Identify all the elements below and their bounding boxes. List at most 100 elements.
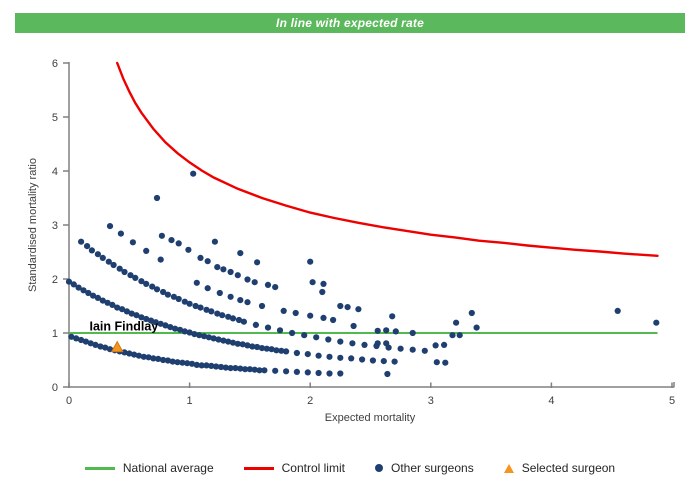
surgeon-dot[interactable] [197, 254, 204, 261]
surgeon-dot[interactable] [219, 312, 226, 319]
surgeon-dot[interactable] [114, 304, 121, 311]
surgeon-dot[interactable] [99, 297, 106, 304]
surgeon-dot[interactable] [169, 358, 176, 365]
surgeon-dot[interactable] [315, 352, 322, 359]
surgeon-dot[interactable] [197, 304, 204, 311]
surgeon-dot[interactable] [320, 314, 327, 321]
surgeon-dot[interactable] [614, 307, 621, 314]
surgeon-dot[interactable] [208, 362, 215, 369]
surgeon-dot[interactable] [337, 338, 344, 345]
surgeon-dot[interactable] [283, 368, 290, 375]
surgeon-dot[interactable] [168, 237, 175, 244]
surgeon-dot[interactable] [355, 306, 362, 313]
surgeon-dot[interactable] [229, 315, 237, 322]
surgeon-dot[interactable] [251, 366, 258, 373]
surgeon-dot[interactable] [181, 298, 188, 305]
surgeon-dot[interactable] [276, 327, 284, 334]
surgeon-dot[interactable] [309, 279, 316, 286]
surgeon-dot[interactable] [150, 355, 157, 362]
surgeon-dot[interactable] [179, 359, 186, 366]
surgeon-dot[interactable] [155, 355, 162, 362]
surgeon-dot[interactable] [70, 281, 77, 288]
surgeon-dot[interactable] [109, 301, 116, 308]
surgeon-dot[interactable] [94, 294, 101, 301]
surgeon-dot[interactable] [473, 324, 480, 331]
surgeon-dot[interactable] [99, 254, 106, 261]
surgeon-dot[interactable] [153, 286, 161, 293]
surgeon-dot[interactable] [152, 319, 159, 326]
surgeon-dot[interactable] [164, 357, 171, 364]
surgeon-dot[interactable] [289, 329, 296, 337]
surgeon-dot[interactable] [273, 347, 280, 354]
surgeon-dot[interactable] [128, 310, 135, 317]
surgeon-dot[interactable] [409, 346, 416, 353]
surgeon-dot[interactable] [85, 289, 92, 297]
surgeon-dot[interactable] [188, 360, 196, 367]
surgeon-dot[interactable] [313, 334, 320, 341]
surgeon-dot[interactable] [468, 309, 475, 317]
surgeon-dot[interactable] [78, 238, 85, 245]
surgeon-dot[interactable] [201, 333, 208, 340]
surgeon-dot[interactable] [344, 304, 351, 311]
surgeon-dot[interactable] [380, 358, 387, 365]
surgeon-dot[interactable] [237, 365, 244, 372]
surgeon-dot[interactable] [145, 354, 152, 361]
surgeon-dot[interactable] [261, 367, 268, 374]
surgeon-dot[interactable] [254, 343, 261, 351]
surgeon-dot[interactable] [121, 349, 128, 356]
surgeon-dot[interactable] [126, 350, 133, 357]
surgeon-dot[interactable] [244, 276, 251, 283]
surgeon-dot[interactable] [251, 279, 258, 286]
surgeon-dot[interactable] [176, 326, 184, 333]
surgeon-dot[interactable] [383, 340, 390, 347]
surgeon-dot[interactable] [337, 354, 344, 361]
surgeon-dot[interactable] [304, 369, 311, 376]
surgeon-dot[interactable] [214, 264, 221, 271]
surgeon-dot[interactable] [391, 358, 398, 365]
surgeon-dot[interactable] [123, 308, 130, 315]
surgeon-dot[interactable] [153, 194, 161, 202]
surgeon-dot[interactable] [337, 370, 344, 377]
surgeon-dot[interactable] [203, 362, 210, 369]
surgeon-dot[interactable] [82, 338, 89, 345]
surgeon-dot[interactable] [264, 281, 272, 288]
surgeon-dot[interactable] [254, 259, 261, 266]
surgeon-dot[interactable] [409, 329, 416, 337]
surgeon-dot[interactable] [456, 332, 463, 339]
surgeon-dot[interactable] [143, 247, 150, 254]
surgeon-dot[interactable] [389, 313, 396, 320]
surgeon-dot[interactable] [210, 335, 217, 342]
surgeon-dot[interactable] [421, 347, 428, 354]
surgeon-dot[interactable] [244, 299, 251, 306]
surgeon-dot[interactable] [272, 367, 279, 374]
surgeon-dot[interactable] [252, 321, 259, 328]
surgeon-dot[interactable] [65, 278, 73, 285]
surgeon-dot[interactable] [121, 268, 128, 276]
surgeon-dot[interactable] [143, 280, 150, 287]
surgeon-dot[interactable] [307, 312, 314, 319]
surgeon-dot[interactable] [283, 348, 290, 355]
surgeon-dot[interactable] [234, 272, 241, 279]
surgeon-dot[interactable] [229, 339, 237, 346]
surgeon-dot[interactable] [217, 363, 225, 371]
surgeon-dot[interactable] [220, 337, 227, 344]
surgeon-dot[interactable] [102, 344, 109, 351]
surgeon-dot[interactable] [348, 355, 355, 362]
surgeon-dot[interactable] [222, 364, 229, 371]
surgeon-dot[interactable] [162, 322, 169, 329]
surgeon-dot[interactable] [97, 343, 104, 350]
surgeon-dot[interactable] [227, 365, 234, 372]
surgeon-dot[interactable] [337, 302, 344, 310]
surgeon-dot[interactable] [181, 328, 188, 335]
surgeon-dot[interactable] [292, 309, 299, 317]
surgeon-dot[interactable] [203, 306, 210, 313]
surgeon-dot[interactable] [268, 346, 275, 353]
surgeon-dot[interactable] [87, 340, 94, 347]
surgeon-dot[interactable] [272, 284, 279, 291]
surgeon-dot[interactable] [392, 328, 399, 335]
surgeon-dot[interactable] [105, 258, 112, 265]
surgeon-dot[interactable] [193, 279, 200, 286]
surgeon-dot[interactable] [307, 258, 314, 265]
surgeon-dot[interactable] [433, 359, 440, 366]
surgeon-dot[interactable] [258, 302, 266, 310]
